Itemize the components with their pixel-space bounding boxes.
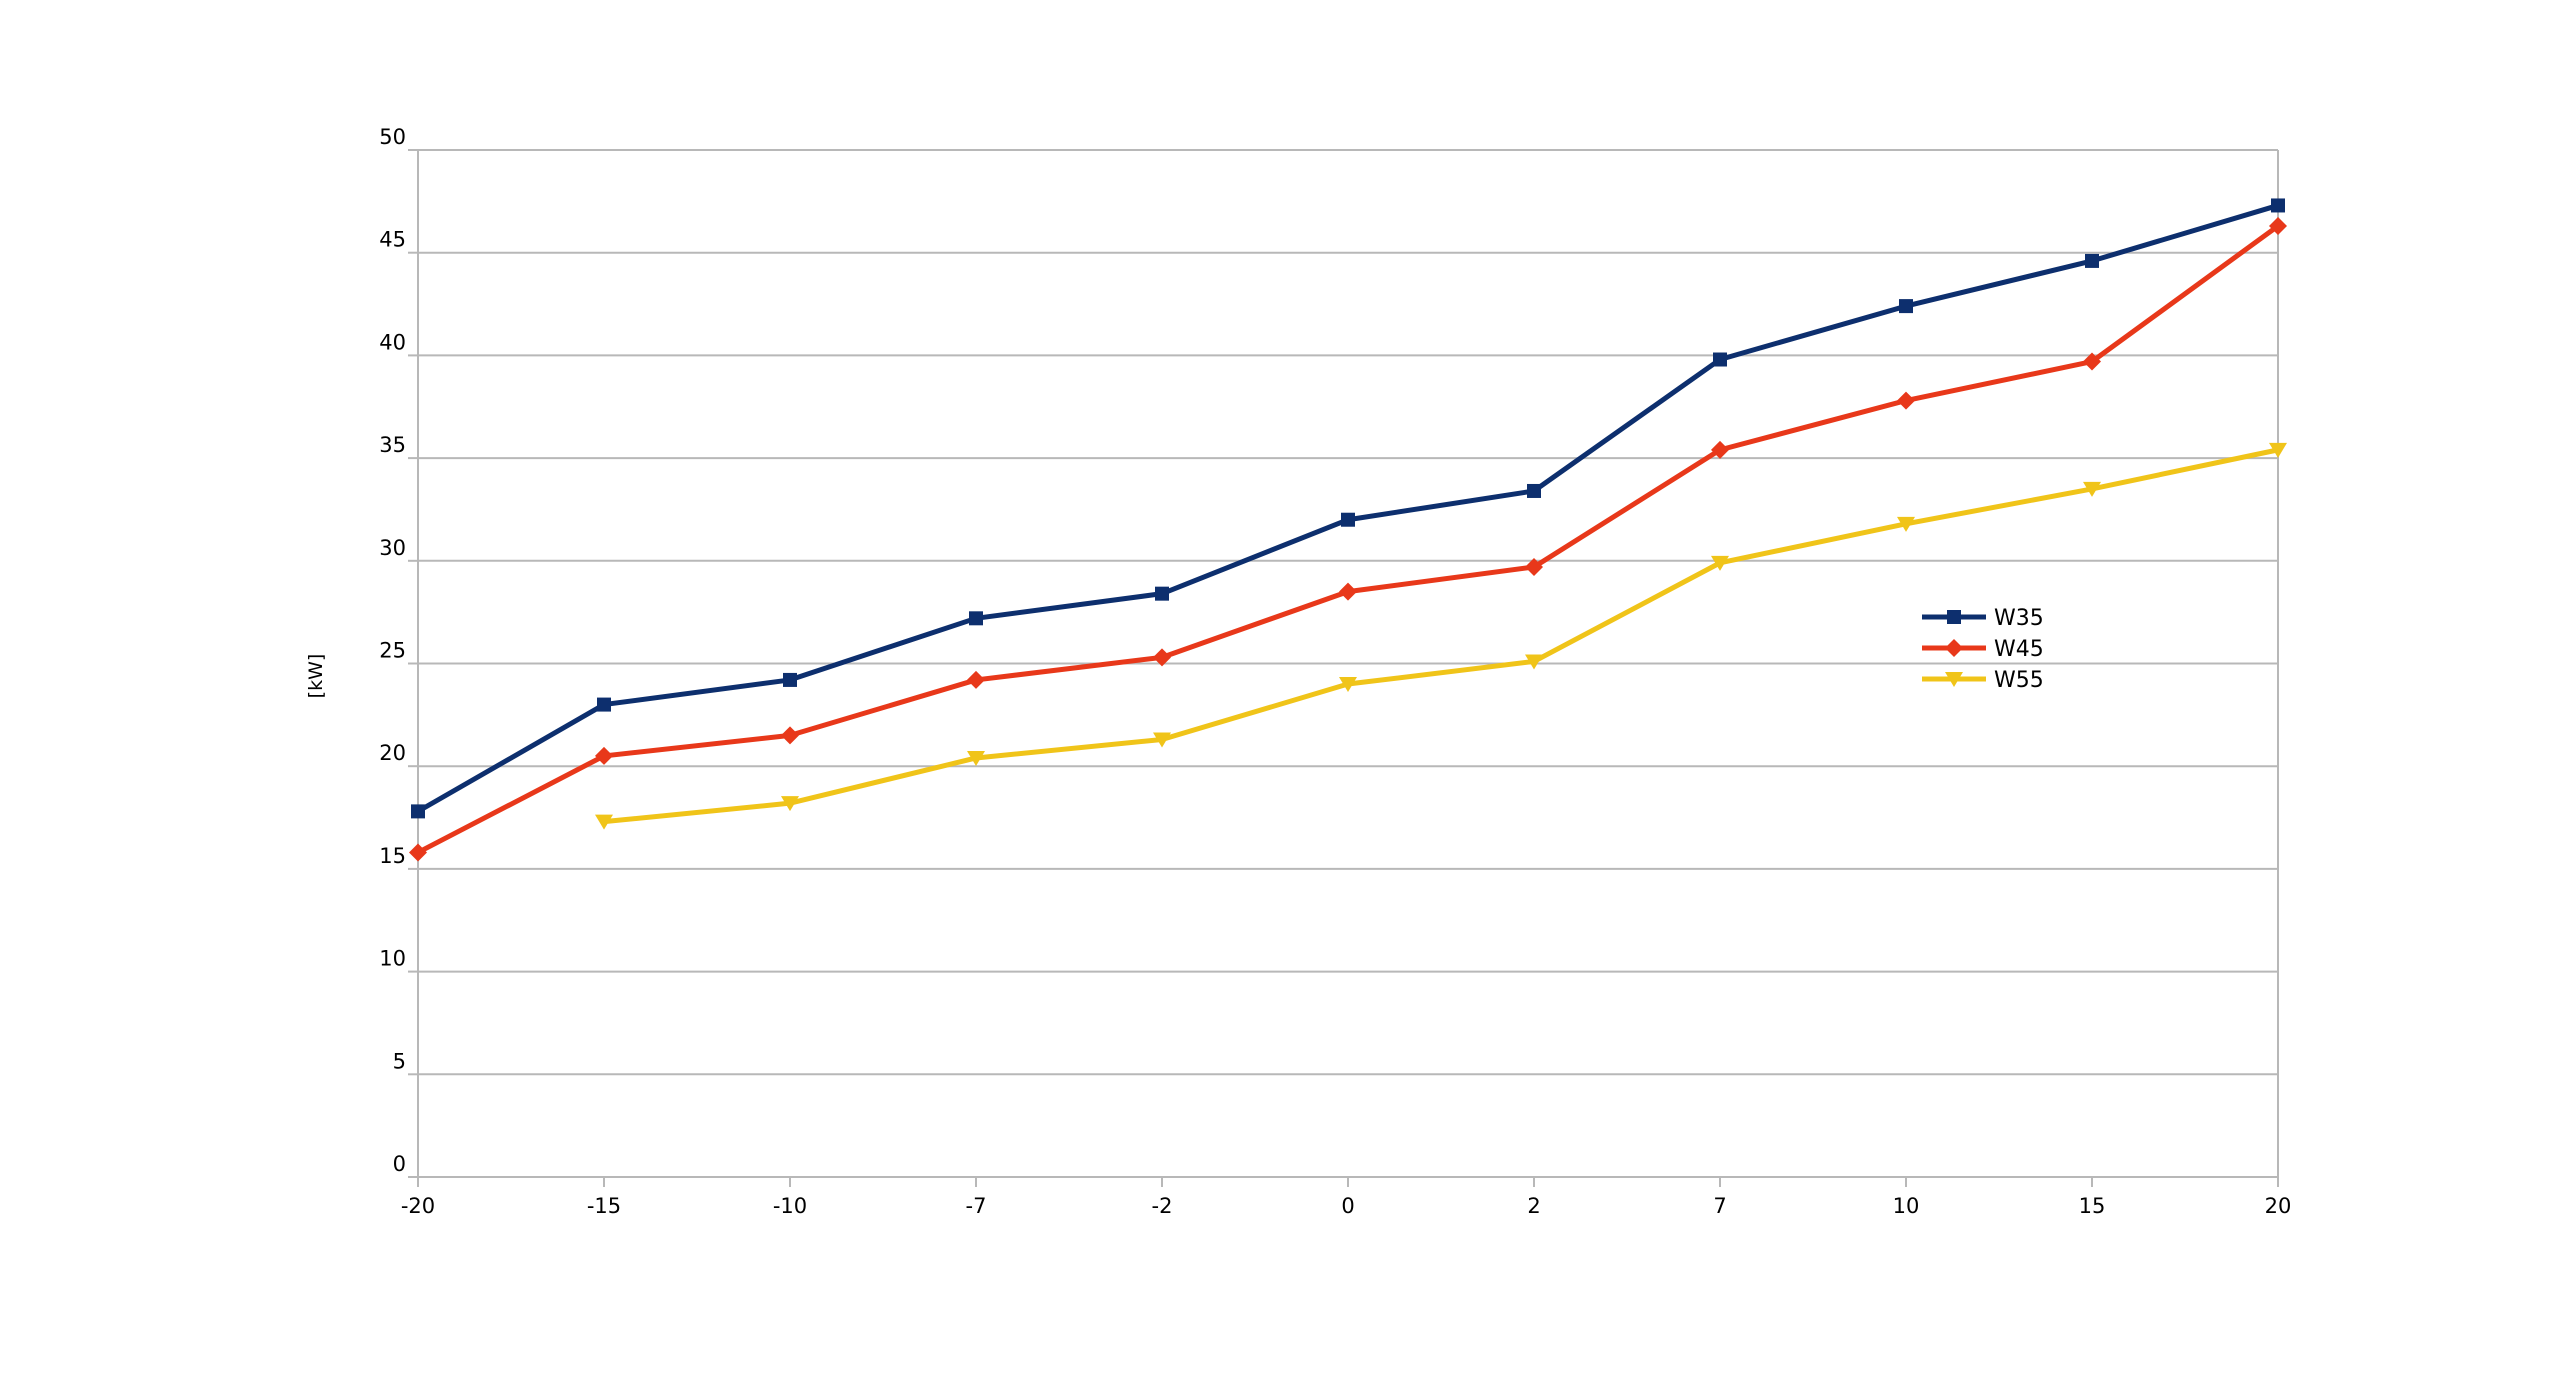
y-tick-label: 20 [379, 741, 406, 765]
x-tick-label: 7 [1713, 1194, 1726, 1218]
x-tick-label: -15 [587, 1194, 621, 1218]
x-tick-label: 2 [1527, 1194, 1540, 1218]
y-tick-label: 30 [379, 536, 406, 560]
y-tick-label: 5 [393, 1049, 406, 1073]
legend-marker [1945, 639, 1963, 657]
data-point [1527, 483, 1541, 498]
x-tick-label: 20 [2265, 1194, 2292, 1218]
legend-label: W35 [1994, 606, 2044, 631]
data-point [1899, 299, 1913, 314]
y-tick-label: 35 [379, 433, 406, 457]
x-tick-label: 0 [1341, 1194, 1354, 1218]
y-tick-label: 50 [379, 125, 406, 149]
series [409, 198, 2287, 862]
series-w45 [409, 216, 2287, 862]
y-tick-label: 25 [379, 639, 406, 663]
legend-item-w35: W35 [1922, 606, 2044, 631]
y-tick-labels: 0 5 10 15 20 25 30 35 40 45 50 [379, 125, 406, 1176]
data-point [1155, 586, 1169, 601]
series-w55 [595, 442, 2287, 830]
legend-item-w55: W55 [1922, 668, 2044, 693]
y-tick-label: 15 [379, 844, 406, 868]
x-tick-label: 15 [2079, 1194, 2106, 1218]
data-point [595, 746, 613, 765]
data-point [1153, 732, 1171, 748]
data-point [2269, 216, 2287, 235]
data-point [1153, 648, 1171, 667]
data-point [1525, 654, 1543, 670]
data-point [967, 750, 985, 766]
x-tick-label: -2 [1152, 1194, 1173, 1218]
y-tick-label: 40 [379, 330, 406, 354]
data-point [595, 814, 613, 830]
series-line-w55 [603, 447, 2279, 825]
data-point [1713, 352, 1727, 367]
data-point [1897, 391, 1915, 410]
y-tick-label: 10 [379, 947, 406, 971]
legend-marker [1947, 610, 1961, 624]
data-point [2271, 198, 2285, 213]
legend-item-w45: W45 [1922, 637, 2044, 662]
series-w35 [411, 198, 2285, 819]
x-tick-labels: -20 -15 -10 -7 -2 0 2 7 10 15 20 [401, 1194, 2292, 1218]
data-point [1339, 677, 1357, 693]
x-tick-label: -7 [966, 1194, 987, 1218]
series-line-w45 [416, 223, 2280, 855]
data-point [409, 843, 427, 862]
legend-label: W55 [1994, 668, 2044, 693]
data-point [1711, 555, 1729, 571]
data-point [1897, 516, 1915, 532]
data-point [2269, 442, 2287, 458]
data-point [597, 697, 611, 712]
data-point [1525, 557, 1543, 576]
data-point [969, 611, 983, 626]
data-point [1341, 512, 1355, 527]
data-point [2085, 253, 2099, 268]
data-point [1339, 582, 1357, 601]
legend-label: W45 [1994, 637, 2044, 662]
axes [408, 149, 2279, 1187]
legend: W35 W45 W55 [1922, 606, 2044, 693]
data-point [781, 796, 799, 812]
x-tick-label: 10 [1893, 1194, 1920, 1218]
data-point [2083, 352, 2101, 371]
data-point [2083, 481, 2101, 497]
y-tick-label: 45 [379, 228, 406, 252]
y-axis-title: [kW] [305, 654, 327, 699]
x-tick-label: -10 [773, 1194, 807, 1218]
grid [418, 149, 2278, 1076]
data-point [783, 672, 797, 687]
data-point [781, 726, 799, 745]
data-point [967, 670, 985, 689]
data-point [1711, 440, 1729, 459]
legend-marker [1945, 672, 1963, 687]
y-tick-label: 0 [393, 1152, 406, 1176]
data-point [411, 804, 425, 819]
x-tick-label: -20 [401, 1194, 435, 1218]
